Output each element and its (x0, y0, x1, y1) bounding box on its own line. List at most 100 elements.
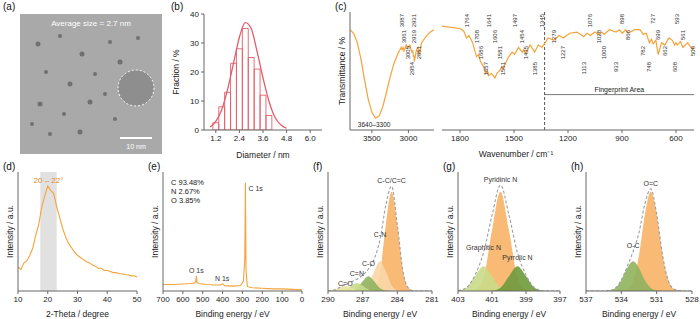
svg-text:1561: 1561 (500, 61, 506, 75)
svg-text:300: 300 (236, 295, 250, 304)
svg-text:1497: 1497 (512, 13, 518, 27)
svg-text:40: 40 (103, 295, 112, 304)
svg-text:Intensity / a.u.: Intensity / a.u. (5, 205, 15, 258)
svg-text:3640–3300: 3640–3300 (358, 121, 391, 128)
svg-text:1686: 1686 (478, 45, 484, 59)
svg-text:Binding energy / eV: Binding energy / eV (602, 309, 677, 319)
svg-text:528: 528 (685, 295, 699, 304)
svg-text:0: 0 (195, 126, 200, 135)
svg-text:50: 50 (133, 295, 142, 304)
svg-text:10: 10 (14, 295, 23, 304)
svg-text:100: 100 (275, 295, 289, 304)
svg-text:898: 898 (619, 13, 625, 24)
svg-text:1.2: 1.2 (210, 134, 222, 143)
svg-text:397: 397 (553, 295, 567, 304)
svg-text:4.8: 4.8 (281, 134, 293, 143)
svg-text:1279: 1279 (551, 29, 557, 43)
svg-text:284: 284 (391, 295, 405, 304)
svg-text:1076: 1076 (587, 13, 593, 27)
svg-text:O-C: O-C (627, 242, 640, 249)
svg-text:3.6: 3.6 (257, 134, 269, 143)
svg-text:O 1s: O 1s (189, 267, 204, 274)
svg-text:Transmittance / %: Transmittance / % (337, 36, 347, 105)
svg-text:0: 0 (300, 295, 305, 304)
svg-text:537: 537 (579, 295, 593, 304)
svg-text:Average size = 2.7 nm: Average size = 2.7 nm (51, 19, 131, 28)
svg-text:1800: 1800 (451, 134, 469, 143)
svg-text:10: 10 (190, 97, 199, 106)
svg-text:C-O: C-O (362, 260, 375, 267)
svg-text:Graphitic N: Graphitic N (466, 244, 501, 252)
svg-text:2919: 2919 (411, 29, 417, 43)
svg-text:600: 600 (176, 295, 190, 304)
svg-text:1028: 1028 (596, 29, 602, 43)
svg-text:3500: 3500 (363, 134, 381, 143)
svg-text:O=C: O=C (643, 180, 658, 187)
svg-text:1641: 1641 (486, 13, 492, 27)
svg-text:1385: 1385 (532, 61, 538, 75)
svg-text:1606: 1606 (492, 29, 498, 43)
svg-text:2931: 2931 (411, 13, 417, 27)
svg-text:Fingerprint Area: Fingerprint Area (594, 86, 644, 94)
svg-text:Binding energy / eV: Binding energy / eV (195, 309, 270, 319)
svg-text:1764: 1764 (464, 13, 470, 27)
svg-text:C-C/C=C: C-C/C=C (377, 177, 406, 184)
svg-text:Binding energy / eV: Binding energy / eV (343, 309, 418, 319)
svg-text:2954: 2954 (409, 61, 415, 75)
svg-text:40: 40 (190, 10, 199, 19)
svg-text:10 nm: 10 nm (126, 143, 146, 150)
svg-text:C-N: C-N (374, 231, 386, 238)
svg-text:699: 699 (655, 29, 661, 40)
svg-text:534: 534 (615, 295, 629, 304)
svg-text:500: 500 (196, 295, 210, 304)
svg-text:508: 508 (690, 45, 696, 56)
svg-text:1500: 1500 (505, 134, 523, 143)
svg-text:Diameter / nm: Diameter / nm (236, 150, 289, 160)
svg-text:20: 20 (43, 295, 52, 304)
svg-text:403: 403 (451, 295, 465, 304)
svg-text:20: 20 (190, 68, 199, 77)
svg-text:290: 290 (321, 295, 335, 304)
svg-text:1345: 1345 (539, 13, 545, 27)
svg-text:1581: 1581 (497, 45, 503, 59)
svg-text:287: 287 (356, 295, 370, 304)
svg-text:2851: 2851 (416, 45, 422, 59)
svg-text:Intensity / a.u.: Intensity / a.u. (573, 205, 583, 258)
svg-text:281: 281 (425, 295, 439, 304)
svg-text:531: 531 (650, 295, 664, 304)
svg-text:593: 593 (674, 13, 680, 24)
svg-text:Fraction / %: Fraction / % (171, 49, 181, 95)
svg-text:608: 608 (672, 61, 678, 72)
svg-text:700: 700 (156, 295, 170, 304)
svg-text:1454: 1454 (519, 29, 525, 43)
svg-text:Binding energy / eV: Binding energy / eV (472, 309, 547, 319)
svg-text:30: 30 (190, 39, 199, 48)
svg-text:6.0: 6.0 (305, 134, 317, 143)
svg-text:782: 782 (640, 45, 646, 56)
svg-text:1435: 1435 (523, 45, 529, 59)
svg-text:401: 401 (485, 295, 499, 304)
svg-text:C=N: C=N (350, 270, 364, 277)
svg-text:C=O: C=O (338, 280, 353, 287)
svg-text:727: 727 (650, 13, 656, 24)
svg-text:1200: 1200 (559, 134, 577, 143)
svg-text:400: 400 (216, 295, 230, 304)
svg-text:C 1s: C 1s (248, 185, 263, 192)
svg-text:866: 866 (625, 29, 631, 40)
svg-text:2-Theta / degree: 2-Theta / degree (46, 309, 109, 319)
svg-text:3005: 3005 (405, 45, 411, 59)
svg-text:3061: 3061 (401, 29, 407, 43)
svg-text:3000: 3000 (400, 134, 418, 143)
svg-text:Intensity / a.u.: Intensity / a.u. (315, 205, 325, 258)
svg-text:N 1s: N 1s (215, 275, 230, 282)
svg-text:600: 600 (669, 134, 683, 143)
svg-text:20 – 22°: 20 – 22° (34, 176, 64, 185)
svg-text:3087: 3087 (399, 13, 405, 27)
svg-text:1657: 1657 (483, 61, 489, 75)
svg-text:1113: 1113 (581, 61, 587, 74)
svg-text:933: 933 (613, 61, 619, 72)
svg-text:748: 748 (646, 61, 652, 72)
svg-text:Pyridinic N: Pyridinic N (484, 176, 517, 184)
svg-text:Pyrrolic N: Pyrrolic N (502, 254, 532, 262)
svg-text:561: 561 (680, 29, 686, 40)
